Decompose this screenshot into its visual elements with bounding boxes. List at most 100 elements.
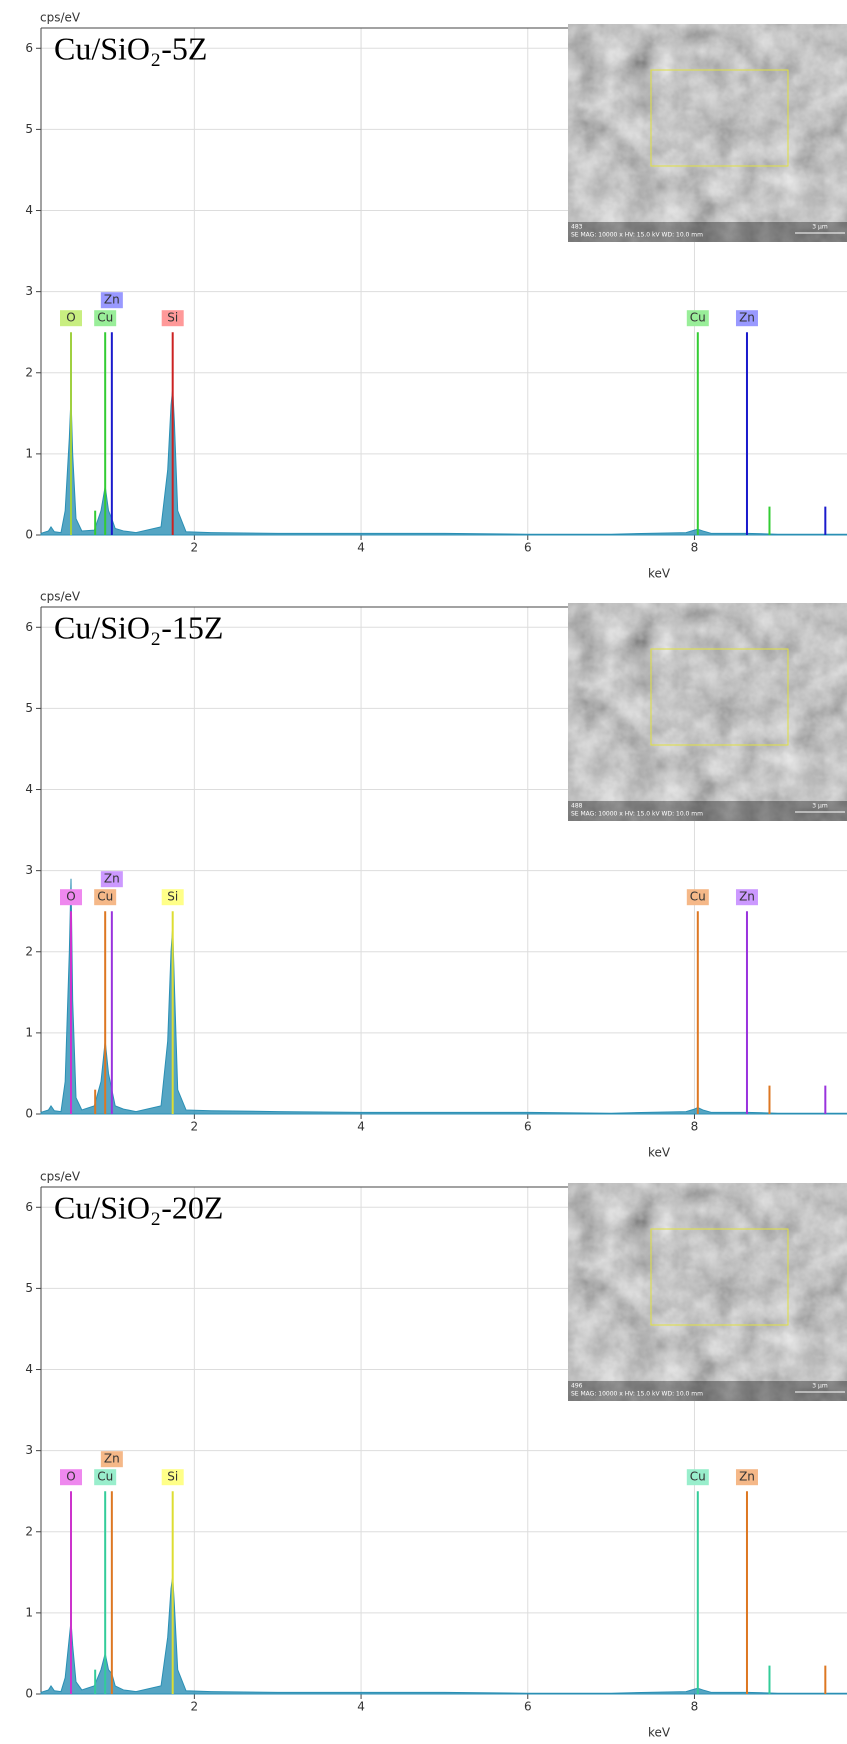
element-label-box bbox=[735, 310, 758, 327]
panel-title: Cu/SiO₂-15Z bbox=[54, 609, 223, 645]
element-label: Si bbox=[167, 890, 178, 904]
spectrum bbox=[40, 1576, 847, 1695]
y-tick-label: 6 bbox=[25, 41, 33, 55]
x-axis-label: keV bbox=[648, 1146, 671, 1160]
info-bar bbox=[568, 222, 847, 242]
y-tick-label: 3 bbox=[25, 863, 33, 877]
sem-scale: 3 µm bbox=[812, 224, 828, 231]
panel-title: Cu/SiO₂-5Z bbox=[54, 30, 207, 66]
sem-caption: SE MAG: 10000 x HV: 15.0 kV WD: 10.0 mm bbox=[571, 811, 703, 818]
element-label-box bbox=[94, 310, 117, 327]
element-label-box bbox=[161, 310, 184, 327]
sem-image bbox=[568, 24, 847, 242]
y-tick-label: 2 bbox=[25, 365, 33, 379]
sem-sample: 488 bbox=[571, 803, 583, 810]
element-label-box bbox=[735, 889, 758, 906]
y-axis-label: cps/eV bbox=[40, 590, 81, 604]
element-label: Zn bbox=[104, 293, 120, 307]
y-tick-label: 1 bbox=[25, 1025, 33, 1039]
element-label: O bbox=[66, 1470, 75, 1484]
element-label: Zn bbox=[739, 890, 755, 904]
y-tick-label: 1 bbox=[25, 1605, 33, 1619]
y-tick-label: 1 bbox=[25, 446, 33, 460]
element-label-box bbox=[735, 1469, 758, 1486]
sem-scale: 3 µm bbox=[812, 803, 828, 810]
x-tick-label: 2 bbox=[191, 541, 199, 555]
x-tick-label: 8 bbox=[691, 541, 699, 555]
element-label-box bbox=[94, 889, 117, 906]
y-tick-label: 5 bbox=[25, 701, 33, 715]
y-tick-label: 0 bbox=[25, 528, 33, 542]
element-label: Si bbox=[167, 311, 178, 325]
x-tick-label: 2 bbox=[191, 1700, 199, 1714]
spectrum bbox=[40, 388, 847, 536]
x-tick-label: 6 bbox=[524, 1700, 532, 1714]
element-label: Si bbox=[167, 1470, 178, 1484]
y-tick-label: 2 bbox=[25, 944, 33, 958]
element-label-box bbox=[100, 871, 123, 888]
sem-sample: 496 bbox=[571, 1383, 583, 1390]
y-axis-label: cps/eV bbox=[40, 1170, 81, 1184]
x-axis-label: keV bbox=[648, 567, 671, 581]
x-tick-label: 4 bbox=[357, 541, 365, 555]
element-label-box bbox=[686, 889, 709, 906]
element-label-box bbox=[161, 1469, 184, 1486]
y-tick-label: 0 bbox=[25, 1107, 33, 1121]
scan-box bbox=[650, 1228, 789, 1326]
element-label: Cu bbox=[690, 1470, 706, 1484]
sem-caption: SE MAG: 10000 x HV: 15.0 kV WD: 10.0 mm bbox=[571, 232, 703, 239]
element-label: Zn bbox=[739, 1470, 755, 1484]
x-tick-label: 4 bbox=[357, 1120, 365, 1134]
element-label: Cu bbox=[97, 1470, 113, 1484]
sem-scale: 3 µm bbox=[812, 1383, 828, 1390]
x-tick-label: 2 bbox=[191, 1120, 199, 1134]
element-label-box bbox=[60, 889, 83, 906]
info-bar bbox=[568, 1381, 847, 1401]
element-label: Cu bbox=[690, 890, 706, 904]
x-tick-label: 8 bbox=[691, 1120, 699, 1134]
x-tick-label: 4 bbox=[357, 1700, 365, 1714]
y-tick-label: 4 bbox=[25, 203, 33, 217]
scan-box bbox=[650, 69, 789, 167]
y-tick-label: 4 bbox=[25, 1362, 33, 1376]
element-label: Cu bbox=[97, 311, 113, 325]
element-label: Zn bbox=[104, 1452, 120, 1466]
y-tick-label: 6 bbox=[25, 620, 33, 634]
element-label: Zn bbox=[104, 872, 120, 886]
y-tick-label: 4 bbox=[25, 782, 33, 796]
y-tick-label: 5 bbox=[25, 122, 33, 136]
y-tick-label: 0 bbox=[25, 1687, 33, 1701]
y-tick-label: 5 bbox=[25, 1281, 33, 1295]
element-label-box bbox=[94, 1469, 117, 1486]
scan-box bbox=[650, 648, 789, 746]
element-label-box bbox=[686, 1469, 709, 1486]
panel-title: Cu/SiO₂-20Z bbox=[54, 1189, 223, 1225]
sem-image bbox=[568, 603, 847, 821]
info-bar bbox=[568, 801, 847, 821]
sem-caption: SE MAG: 10000 x HV: 15.0 kV WD: 10.0 mm bbox=[571, 1391, 703, 1398]
y-axis-label: cps/eV bbox=[40, 11, 81, 25]
element-label-box bbox=[100, 1451, 123, 1468]
x-axis-label: keV bbox=[648, 1726, 671, 1740]
y-tick-label: 2 bbox=[25, 1524, 33, 1538]
element-label: O bbox=[66, 311, 75, 325]
element-label-box bbox=[60, 1469, 83, 1486]
element-label: Cu bbox=[97, 890, 113, 904]
spectrum bbox=[40, 878, 847, 1115]
element-label-box bbox=[60, 310, 83, 327]
x-tick-label: 8 bbox=[691, 1700, 699, 1714]
element-label: Cu bbox=[690, 311, 706, 325]
y-tick-label: 3 bbox=[25, 284, 33, 298]
x-tick-label: 6 bbox=[524, 1120, 532, 1134]
sem-sample: 483 bbox=[571, 224, 583, 231]
element-label: O bbox=[66, 890, 75, 904]
element-label-box bbox=[686, 310, 709, 327]
element-label: Zn bbox=[739, 311, 755, 325]
element-label-box bbox=[100, 292, 123, 309]
sem-image bbox=[568, 1183, 847, 1401]
y-tick-label: 3 bbox=[25, 1443, 33, 1457]
